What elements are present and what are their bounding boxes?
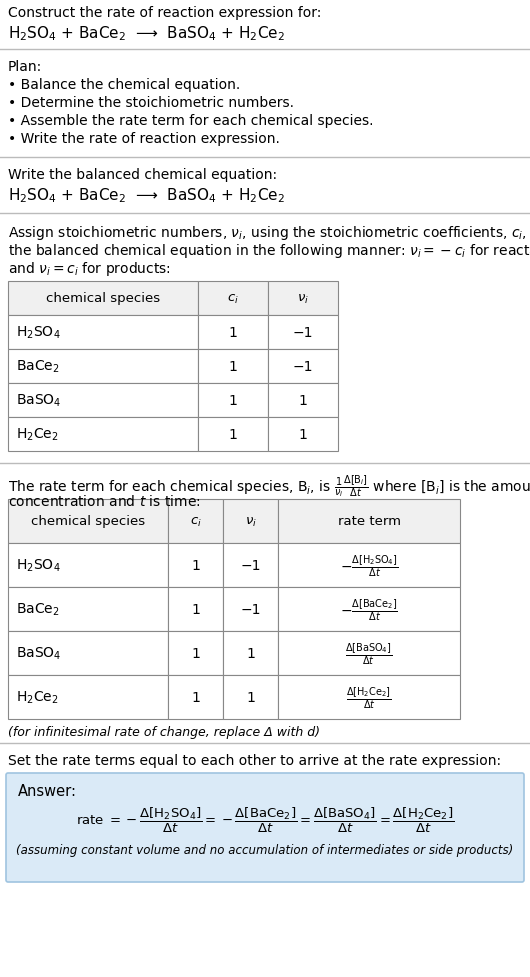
Bar xyxy=(223,675,278,719)
Bar xyxy=(8,350,198,384)
Text: (assuming constant volume and no accumulation of intermediates or side products): (assuming constant volume and no accumul… xyxy=(16,843,514,856)
Text: H$_2$SO$_4$: H$_2$SO$_4$ xyxy=(16,324,60,341)
Text: 1: 1 xyxy=(228,394,237,407)
Text: H$_2$Ce$_2$: H$_2$Ce$_2$ xyxy=(16,426,59,443)
Text: $\frac{\Delta[\mathrm{BaSO_4}]}{\Delta t}$: $\frac{\Delta[\mathrm{BaSO_4}]}{\Delta t… xyxy=(346,641,393,666)
Bar xyxy=(8,675,168,719)
Text: (for infinitesimal rate of change, replace Δ with d): (for infinitesimal rate of change, repla… xyxy=(8,725,320,739)
Text: H$_2$Ce$_2$: H$_2$Ce$_2$ xyxy=(16,689,59,705)
Bar xyxy=(8,631,168,675)
Bar xyxy=(278,543,460,587)
Bar xyxy=(268,350,338,384)
Text: 1: 1 xyxy=(298,428,307,442)
Bar xyxy=(8,417,198,451)
Bar xyxy=(8,384,198,417)
Text: The rate term for each chemical species, B$_i$, is $\frac{1}{\nu_i}\frac{\Delta[: The rate term for each chemical species,… xyxy=(8,474,530,499)
Text: 1: 1 xyxy=(246,647,255,660)
Bar xyxy=(268,384,338,417)
Text: Answer:: Answer: xyxy=(18,784,77,798)
Text: H$_2$SO$_4$ + BaCe$_2$  ⟶  BaSO$_4$ + H$_2$Ce$_2$: H$_2$SO$_4$ + BaCe$_2$ ⟶ BaSO$_4$ + H$_2… xyxy=(8,24,285,43)
Bar xyxy=(168,675,223,719)
Bar xyxy=(168,499,223,543)
Text: • Assemble the rate term for each chemical species.: • Assemble the rate term for each chemic… xyxy=(8,114,374,128)
Text: Write the balanced chemical equation:: Write the balanced chemical equation: xyxy=(8,168,277,182)
Text: concentration and $t$ is time:: concentration and $t$ is time: xyxy=(8,493,201,508)
Text: 1: 1 xyxy=(228,360,237,373)
Text: • Determine the stoichiometric numbers.: • Determine the stoichiometric numbers. xyxy=(8,96,294,109)
FancyBboxPatch shape xyxy=(6,773,524,882)
Text: $-\frac{\Delta[\mathrm{BaCe_2}]}{\Delta t}$: $-\frac{\Delta[\mathrm{BaCe_2}]}{\Delta … xyxy=(340,597,398,622)
Bar xyxy=(223,587,278,631)
Text: $c_i$: $c_i$ xyxy=(227,292,239,305)
Bar xyxy=(278,675,460,719)
Text: H$_2$SO$_4$ + BaCe$_2$  ⟶  BaSO$_4$ + H$_2$Ce$_2$: H$_2$SO$_4$ + BaCe$_2$ ⟶ BaSO$_4$ + H$_2… xyxy=(8,186,285,204)
Text: Assign stoichiometric numbers, $\nu_i$, using the stoichiometric coefficients, $: Assign stoichiometric numbers, $\nu_i$, … xyxy=(8,224,530,241)
Bar xyxy=(8,587,168,631)
Text: 1: 1 xyxy=(298,394,307,407)
Text: −1: −1 xyxy=(293,360,313,373)
Bar xyxy=(198,384,268,417)
Text: 1: 1 xyxy=(246,691,255,704)
Bar xyxy=(268,281,338,316)
Bar xyxy=(278,499,460,543)
Bar xyxy=(198,417,268,451)
Text: 1: 1 xyxy=(228,325,237,340)
Text: $c_i$: $c_i$ xyxy=(190,515,201,528)
Text: $\frac{\Delta[\mathrm{H_2Ce_2}]}{\Delta t}$: $\frac{\Delta[\mathrm{H_2Ce_2}]}{\Delta … xyxy=(346,685,392,710)
Text: • Write the rate of reaction expression.: • Write the rate of reaction expression. xyxy=(8,132,280,146)
Bar xyxy=(278,587,460,631)
Text: the balanced chemical equation in the following manner: $\nu_i = -c_i$ for react: the balanced chemical equation in the fo… xyxy=(8,241,530,260)
Text: −1: −1 xyxy=(240,559,261,573)
Text: 1: 1 xyxy=(191,603,200,616)
Text: and $\nu_i = c_i$ for products:: and $\nu_i = c_i$ for products: xyxy=(8,260,171,277)
Bar xyxy=(198,281,268,316)
Text: −1: −1 xyxy=(240,603,261,616)
Text: H$_2$SO$_4$: H$_2$SO$_4$ xyxy=(16,557,60,573)
Text: rate term: rate term xyxy=(338,515,401,528)
Bar xyxy=(223,543,278,587)
Bar xyxy=(198,350,268,384)
Text: $-\frac{\Delta[\mathrm{H_2SO_4}]}{\Delta t}$: $-\frac{\Delta[\mathrm{H_2SO_4}]}{\Delta… xyxy=(340,553,398,578)
Text: $\nu_i$: $\nu_i$ xyxy=(297,292,309,305)
Text: 1: 1 xyxy=(191,647,200,660)
Bar xyxy=(168,631,223,675)
Text: BaCe$_2$: BaCe$_2$ xyxy=(16,601,59,617)
Text: BaCe$_2$: BaCe$_2$ xyxy=(16,359,59,375)
Bar xyxy=(268,417,338,451)
Text: −1: −1 xyxy=(293,325,313,340)
Text: chemical species: chemical species xyxy=(46,292,160,305)
Bar xyxy=(8,316,198,350)
Text: Construct the rate of reaction expression for:: Construct the rate of reaction expressio… xyxy=(8,6,321,20)
Text: BaSO$_4$: BaSO$_4$ xyxy=(16,393,61,408)
Bar xyxy=(268,316,338,350)
Text: 1: 1 xyxy=(191,559,200,573)
Bar xyxy=(198,316,268,350)
Text: • Balance the chemical equation.: • Balance the chemical equation. xyxy=(8,78,240,92)
Text: Plan:: Plan: xyxy=(8,60,42,74)
Bar xyxy=(278,631,460,675)
Bar xyxy=(8,281,198,316)
Text: rate $= -\dfrac{\Delta[\mathrm{H_2SO_4}]}{\Delta t} = -\dfrac{\Delta[\mathrm{BaC: rate $= -\dfrac{\Delta[\mathrm{H_2SO_4}]… xyxy=(76,805,454,834)
Text: BaSO$_4$: BaSO$_4$ xyxy=(16,645,61,661)
Text: chemical species: chemical species xyxy=(31,515,145,528)
Bar xyxy=(8,499,168,543)
Text: 1: 1 xyxy=(191,691,200,704)
Text: Set the rate terms equal to each other to arrive at the rate expression:: Set the rate terms equal to each other t… xyxy=(8,753,501,767)
Text: 1: 1 xyxy=(228,428,237,442)
Text: $\nu_i$: $\nu_i$ xyxy=(244,515,257,528)
Bar xyxy=(168,543,223,587)
Bar xyxy=(223,631,278,675)
Bar xyxy=(223,499,278,543)
Bar xyxy=(8,543,168,587)
Bar xyxy=(168,587,223,631)
